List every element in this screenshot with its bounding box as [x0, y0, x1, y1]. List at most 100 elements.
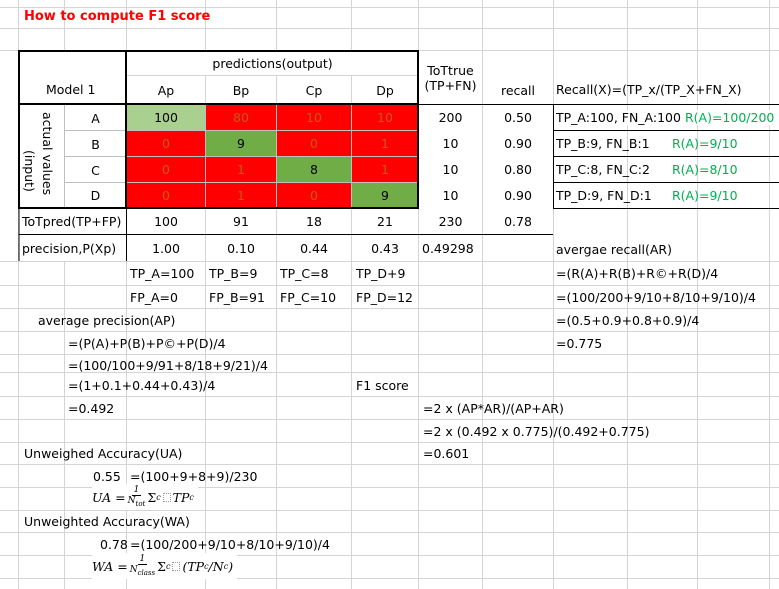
note-d-tp: TP_D:9, FN_D:1 [556, 188, 652, 203]
wa-value: 0.78 [100, 537, 128, 552]
note-b: TP_B:9, FN_B:1 R(A)=9/10 [556, 136, 738, 151]
precision-cp: 0.44 [300, 240, 328, 256]
recall-d: 0.90 [504, 188, 532, 203]
row-label-c: C [91, 162, 100, 178]
fp-c: FP_C=10 [280, 290, 337, 305]
ua-calc: =(100+9+8+9)/230 [130, 469, 258, 484]
recall-a: 0.50 [504, 110, 532, 125]
ar-line-4: =0.775 [556, 336, 603, 351]
fp-a: FP_A=0 [130, 290, 178, 305]
ua-den-base: N [127, 496, 136, 507]
cell-c-cp: 8 [277, 157, 351, 182]
wa-label: Unweighted Accuracy(WA) [24, 514, 190, 529]
wa-tail2: /N [208, 558, 224, 574]
predictions-header: predictions(output) [127, 51, 418, 76]
sheet-title: How to compute F1 score [24, 9, 211, 24]
f1-line-3: =0.601 [423, 446, 470, 461]
row-label-d: D [90, 188, 101, 203]
wa-calc: =(100/200+9/10+8/10+9/10)/4 [130, 537, 330, 552]
placeholder-box-icon [172, 561, 181, 571]
note-a: TP_A:100, FN_A:100 R(A)=100/200 [556, 110, 775, 125]
cell-d-ap: 0 [127, 183, 205, 208]
ua-fraction: 1 Ntot [128, 485, 146, 509]
note-c-r: R(A)=8/10 [672, 162, 738, 177]
totrue-b: 10 [442, 136, 459, 151]
totpred-dp: 21 [377, 214, 393, 229]
fp-d: FP_D=12 [356, 290, 413, 305]
tp-c: TP_C=8 [280, 266, 329, 281]
wa-sum-sub: c [165, 561, 171, 571]
wa-fraction-num: 1 [137, 554, 148, 566]
cell-b-bp: 9 [206, 131, 276, 156]
note-a-r: R(A)=100/200 [684, 110, 775, 125]
wa-sum-symbol: Σ [157, 558, 166, 574]
ar-label: avergae recall(AR) [556, 242, 672, 257]
ua-fraction-num: 1 [131, 485, 142, 497]
wa-close: ) [228, 558, 234, 574]
row-label-b: B [91, 136, 100, 152]
ua-sum-sub: c [156, 492, 161, 502]
tp-d: TP_D+9 [356, 266, 406, 281]
ap-line-1: =(P(A)+P(B)+P©+P(D)/4 [68, 336, 226, 351]
precision-dp: 0.43 [371, 240, 399, 256]
input-label: (input) [22, 150, 37, 192]
note-b-tp: TP_B:9, FN_B:1 [556, 136, 650, 151]
model-header-cell [19, 51, 126, 104]
note-a-tp: TP_A:100, FN_A:100 [556, 110, 681, 125]
cell-d-dp: 9 [352, 183, 418, 208]
wa-formula-lhs: WA = [92, 558, 128, 574]
tp-a: TP_A=100 [130, 266, 195, 281]
cell-a-ap: 100 [127, 105, 205, 130]
cell-a-dp: 10 [352, 105, 418, 130]
totpred-label: ToTpred(TP+FP) [19, 209, 126, 234]
ap-line-4: =0.492 [68, 401, 115, 416]
cell-d-bp: 1 [206, 183, 276, 208]
wa-tail2-sub: c [223, 561, 229, 571]
note-c: TP_C:8, FN_C:2 R(A)=8/10 [556, 162, 738, 177]
cell-a-cp: 10 [277, 105, 351, 130]
ua-tail-sub: c [189, 492, 194, 502]
recall-formula: Recall(X)=(TP_x/(TP_X+FN_X) [556, 82, 742, 97]
pred-col-dp: Dp [352, 77, 418, 104]
ua-tail: TP [172, 489, 190, 505]
recall-c: 0.80 [504, 162, 532, 177]
totrue-header: ToTtrue (TP+FN) [419, 51, 482, 104]
ap-line-2: =(100/100+9/91+8/18+9/21)/4 [68, 358, 268, 373]
actual-values-label: actual values [40, 112, 55, 196]
fp-b: FP_B=91 [209, 290, 265, 305]
actual-label-cell [19, 104, 64, 208]
f1-label: F1 score [356, 378, 409, 393]
note-b-r: R(A)=9/10 [672, 136, 738, 151]
cell-b-dp: 1 [352, 131, 418, 156]
cell-c-bp: 1 [206, 157, 276, 182]
ap-line-3: =(1+0.1+0.44+0.43)/4 [68, 378, 216, 393]
precision-bp: 0.10 [227, 240, 255, 256]
cell-c-ap: 0 [127, 157, 205, 182]
precision-ap: 1.00 [152, 240, 180, 256]
wa-fraction-den: Nclass [130, 565, 155, 578]
note-c-tp: TP_C:8, FN_C:2 [556, 162, 650, 177]
totrue-a: 200 [438, 110, 463, 125]
wa-den-base: N [129, 565, 138, 576]
recall-header: recall [483, 77, 553, 104]
ua-formula-lhs: UA = [92, 489, 126, 505]
totrue-header-line1: ToTtrue [427, 62, 474, 78]
precision-label: precision,P(Xp) [19, 235, 126, 261]
pred-col-ap: Ap [127, 77, 205, 104]
totpred-ap: 100 [154, 214, 178, 229]
pred-col-cp: Cp [277, 77, 351, 104]
ar-line-1: =(R(A)+R(B)+R©+R(D)/4 [556, 266, 719, 281]
ua-den-sub: tot [135, 499, 146, 508]
ua-fraction-den: Ntot [128, 496, 146, 509]
totrue-c: 10 [442, 162, 459, 177]
tp-b: TP_B=9 [209, 266, 258, 281]
placeholder-box-icon [162, 492, 171, 502]
wa-den-sub: class [137, 568, 156, 577]
recall-b: 0.90 [504, 136, 532, 151]
note-d: TP_D:9, FN_D:1 R(A)=9/10 [556, 188, 738, 203]
cell-d-cp: 0 [277, 183, 351, 208]
f1-line-2: =2 x (0.492 x 0.775)/(0.492+0.775) [423, 424, 650, 439]
